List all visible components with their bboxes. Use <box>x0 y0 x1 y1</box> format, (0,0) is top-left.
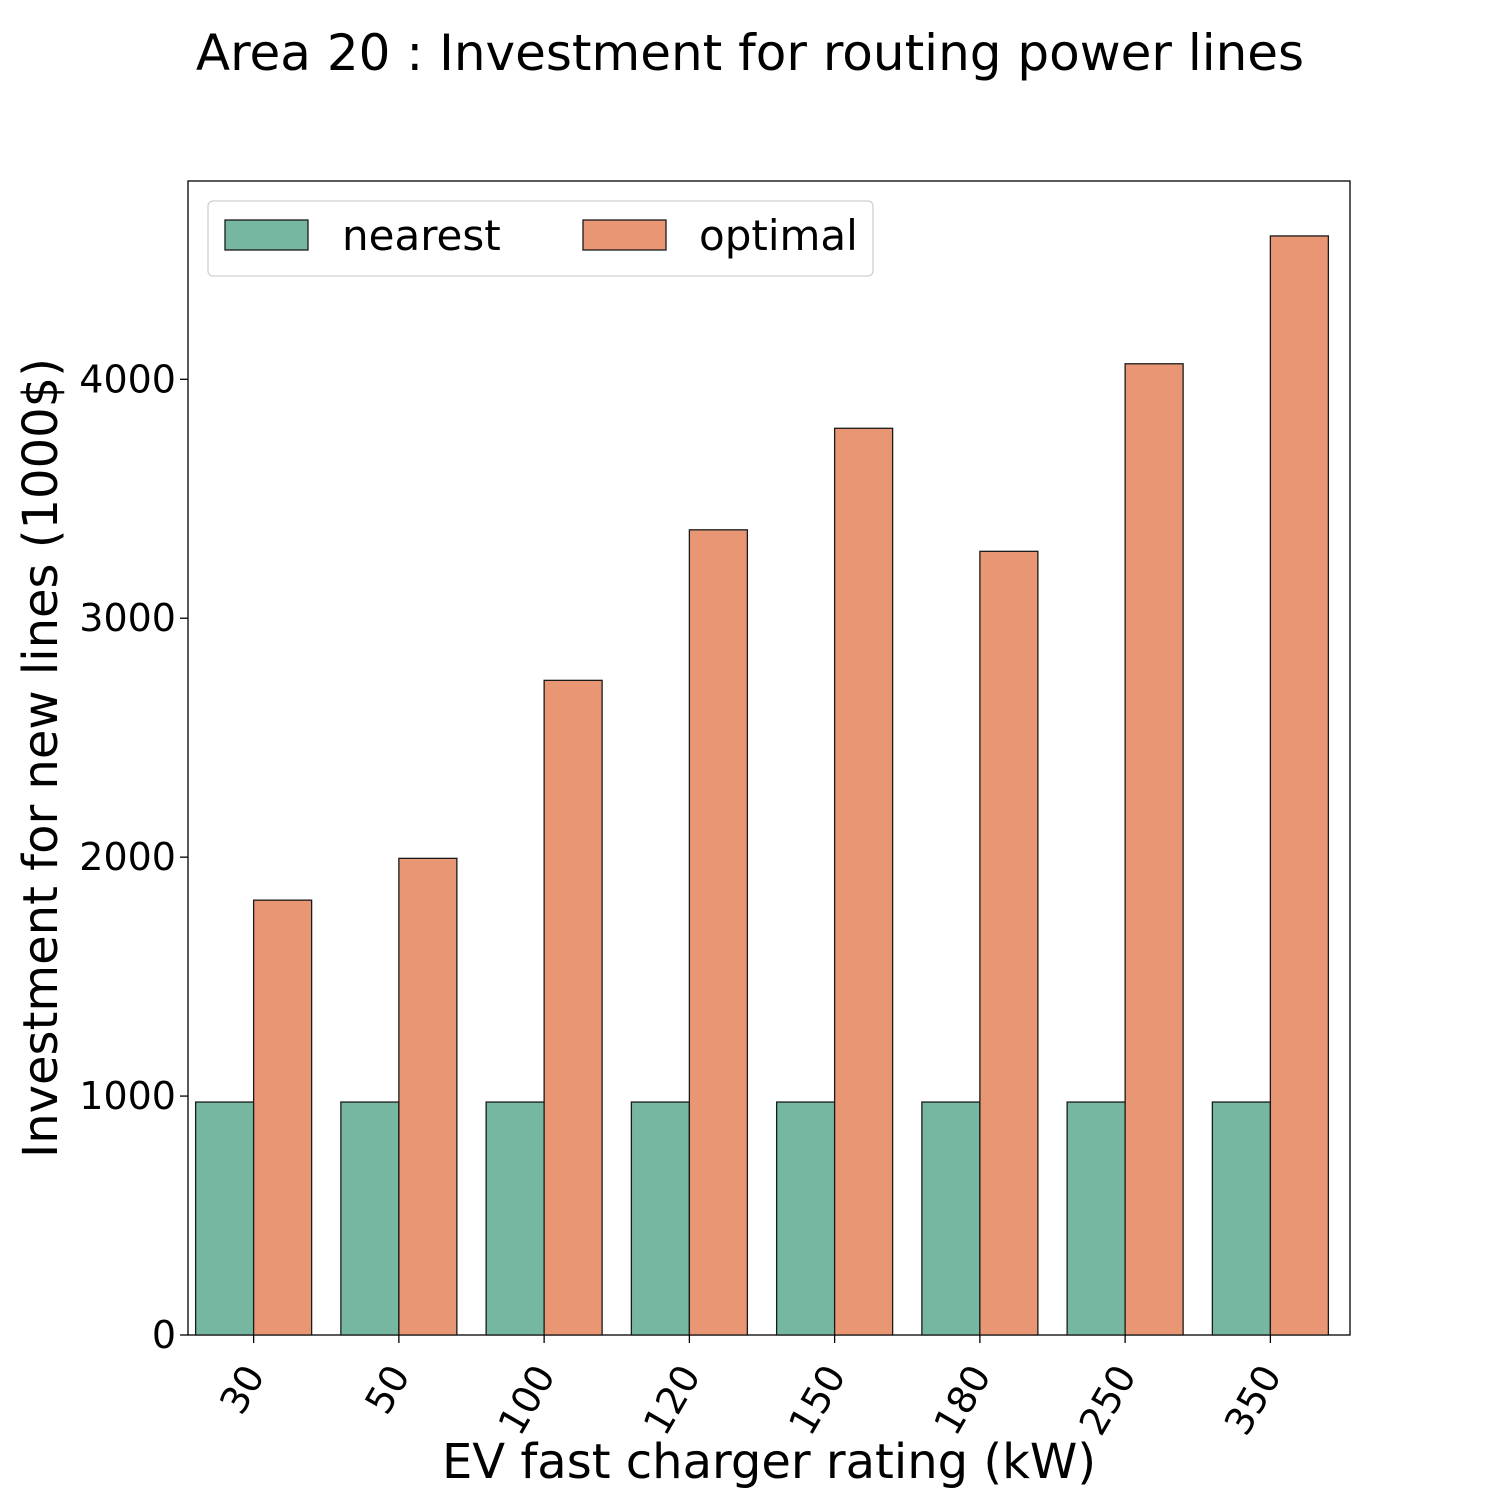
x-axis-label: EV fast charger rating (kW) <box>442 1434 1096 1490</box>
y-tick-label: 3000 <box>79 596 176 640</box>
bar-nearest-30 <box>194 1101 255 1336</box>
legend-box <box>207 200 874 277</box>
bar-nearest-50 <box>340 1101 400 1336</box>
bar-nearest-350 <box>1211 1101 1272 1336</box>
bar-nearest-250 <box>1066 1101 1126 1336</box>
x-tick-label: 120 <box>635 1358 709 1443</box>
bar-optimal-150 <box>833 427 894 1336</box>
chart-title: Area 20 : Investment for routing power l… <box>196 24 1304 82</box>
y-tick-label: 0 <box>152 1313 176 1357</box>
x-tick-label: 150 <box>780 1358 854 1443</box>
legend-label-nearest: nearest <box>342 211 501 260</box>
bar-optimal-250 <box>1124 363 1184 1336</box>
legend: nearest optimal <box>207 200 874 277</box>
bar-optimal-180 <box>979 550 1039 1336</box>
legend-label-optimal: optimal <box>699 211 858 260</box>
bar-nearest-120 <box>630 1101 691 1336</box>
x-tick-label: 250 <box>1071 1358 1145 1443</box>
y-axis-label: Investment for new lines (1000$) <box>13 358 69 1158</box>
bar-nearest-100 <box>485 1101 545 1336</box>
bar-optimal-120 <box>688 529 749 1336</box>
x-tick-label: 180 <box>925 1358 999 1443</box>
x-tick-label: 30 <box>211 1358 273 1422</box>
x-tick-label: 100 <box>490 1358 564 1443</box>
y-tick-label: 4000 <box>79 357 176 401</box>
x-tick-label: 50 <box>356 1358 418 1422</box>
y-tick-label: 2000 <box>79 835 176 879</box>
bar-optimal-350 <box>1269 235 1330 1336</box>
plot-area: 0 1000 2000 3000 4000 30 50 100 120 150 180 250 350 <box>79 180 1351 1443</box>
bar-optimal-30 <box>252 899 313 1336</box>
bar-nearest-150 <box>775 1101 836 1336</box>
plot-frame <box>187 180 1351 1336</box>
bar-optimal-50 <box>398 857 458 1336</box>
legend-swatch-optimal <box>582 219 667 251</box>
bar-optimal-100 <box>543 679 603 1336</box>
bar-nearest-180 <box>921 1101 981 1336</box>
legend-swatch-nearest <box>224 219 309 251</box>
y-tick-label: 1000 <box>79 1074 176 1118</box>
x-tick-label: 350 <box>1216 1358 1290 1443</box>
